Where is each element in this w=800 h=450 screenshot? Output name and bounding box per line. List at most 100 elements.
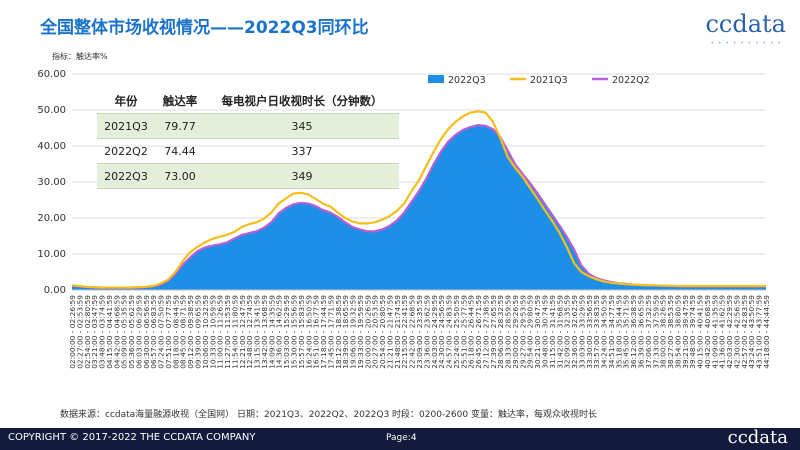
x-tick-label: 08:18:00 - 08:44:59 <box>171 295 180 369</box>
x-tick-label: 10:33:00 - 10:59:59 <box>208 295 217 369</box>
x-tick-label: 39:48:00 - 39:74:59 <box>688 295 697 369</box>
x-tick-label: 05:09:00 - 05:35:59 <box>120 295 129 369</box>
table-cell: 349 <box>205 163 399 189</box>
x-tick-label: 06:03:00 - 06:29:59 <box>134 295 143 369</box>
x-tick-label: 02:27:00 - 02:53:59 <box>75 295 84 369</box>
x-tick-label: 40:15:00 - 40:41:59 <box>696 295 705 369</box>
y-tick-label: 20.00 <box>37 213 66 224</box>
x-tick-label: 18:12:00 - 18:38:59 <box>334 295 343 369</box>
y-tick-label: 0.00 <box>44 285 66 296</box>
x-tick-label: 38:00:00 - 38:26:59 <box>659 295 668 369</box>
data-source-note: 数据来源：ccdata海量融源收视（全国网） 日期：2021Q3、2022Q2、… <box>60 410 597 420</box>
x-tick-label: 03:48:00 - 03:74:59 <box>98 295 107 369</box>
reach-rate-chart: 0.00 10.00 20.00 30.00 40.00 50.00 60.00 02:00:… <box>37 69 771 369</box>
x-tick-label: 42:57:00 - 42:83:59 <box>740 295 749 369</box>
x-tick-label: 33:30:00 - 33:56:59 <box>585 295 594 369</box>
y-tick-label: 10.00 <box>37 249 66 260</box>
x-tick-label: 12:48:00 - 12:74:59 <box>245 295 254 369</box>
x-tick-label: 19:33:00 - 19:59:59 <box>356 295 365 369</box>
x-tick-label: 20:54:00 - 20:80:59 <box>378 295 387 369</box>
x-tick-label: 31:42:00 - 31:68:59 <box>555 295 564 369</box>
footer-bar: COPYRIGHT © 2017-2022 THE CCDATA COMPANY… <box>0 427 800 450</box>
ccdata-logo: ccdata <box>705 10 786 38</box>
x-tick-label: 09:39:00 - 09:65:59 <box>194 295 203 369</box>
table-cell: 337 <box>205 138 399 164</box>
table-row: 2022Q3 73.00 349 <box>97 163 399 189</box>
x-tick-label: 25:24:00 - 25:50:59 <box>452 295 461 369</box>
x-tick-label: 20:00:00 - 20:26:59 <box>363 295 372 369</box>
legend-swatch <box>428 75 444 83</box>
x-tick-label: 29:00:00 - 29:26:59 <box>511 295 520 369</box>
x-tick-label: 12:21:00 - 12:47:59 <box>238 295 247 369</box>
x-tick-label: 03:21:00 - 03:47:59 <box>90 295 99 369</box>
y-tick-label: 60.00 <box>37 69 66 80</box>
x-tick-label: 02:00:00 - 02:26:59 <box>68 295 77 369</box>
x-tick-label: 22:42:00 - 22:68:59 <box>408 295 417 369</box>
x-tick-label: 27:39:00 - 27:65:59 <box>489 295 498 369</box>
x-tick-label: 19:06:00 - 19:32:59 <box>349 295 358 369</box>
x-tick-label: 31:15:00 - 31:41:59 <box>548 295 557 369</box>
x-tick-label: 33:03:00 - 33:29:59 <box>577 295 586 369</box>
x-tick-label: 04:42:00 - 04:68:59 <box>112 295 121 369</box>
x-tick-label: 35:18:00 - 35:44:59 <box>614 295 623 369</box>
x-tick-label: 17:18:00 - 17:44:59 <box>319 295 328 369</box>
x-tick-label: 15:03:00 - 15:29:59 <box>282 295 291 369</box>
x-tick-label: 27:12:00 - 27:38:59 <box>481 295 490 369</box>
table-cell: 2022Q3 <box>97 163 155 189</box>
x-tick-label: 30:48:00 - 30:74:59 <box>541 295 550 369</box>
x-tick-label: 37:06:00 - 37:32:59 <box>644 295 653 369</box>
legend-label: 2022Q2 <box>612 75 650 86</box>
x-tick-label: 02:54:00 - 02:80:59 <box>83 295 92 369</box>
legend-label: 2021Q3 <box>530 75 568 86</box>
x-tick-label: 15:30:00 - 15:56:59 <box>290 295 299 369</box>
copyright-text: COPYRIGHT © 2017-2022 THE CCDATA COMPANY <box>8 432 256 443</box>
x-tick-label: 11:00:00 - 11:26:59 <box>216 295 225 369</box>
logo-dots: • • • • • • • • • • <box>710 40 782 47</box>
table-header-cell: 每电视户日收视时长（分钟数） <box>205 89 399 114</box>
x-tick-label: 28:33:00 - 28:59:59 <box>504 295 513 369</box>
table-cell: 345 <box>205 113 399 139</box>
table-cell: 2022Q2 <box>97 138 155 164</box>
x-tick-label: 24:57:00 - 24:83:59 <box>445 295 454 369</box>
table-row: 2021Q3 79.77 345 <box>97 113 399 139</box>
x-tick-label: 41:36:00 - 41:62:59 <box>718 295 727 369</box>
x-tick-label: 33:57:00 - 33:83:59 <box>592 295 601 369</box>
x-tick-label: 21:48:00 - 21:74:59 <box>393 295 402 369</box>
table-row: 2022Q2 74.44 337 <box>97 138 399 164</box>
x-tick-label: 41:09:00 - 41:35:59 <box>710 295 719 369</box>
x-tick-label: 40:42:00 - 40:68:59 <box>703 295 712 369</box>
x-tick-label: 16:24:00 - 16:50:59 <box>304 295 313 369</box>
x-tick-label: 29:27:00 - 29:53:59 <box>518 295 527 369</box>
x-tick-label: 11:54:00 - 11:80:59 <box>230 295 239 369</box>
footer-logo: ccdata <box>727 427 788 448</box>
x-tick-label: 23:09:00 - 23:35:59 <box>415 295 424 369</box>
y-tick-label: 40.00 <box>37 141 66 152</box>
x-tick-label: 34:24:00 - 34:50:59 <box>600 295 609 369</box>
x-tick-label: 09:12:00 - 09:38:59 <box>186 295 195 369</box>
series-area-2022Q3 <box>72 125 766 290</box>
x-tick-label: 18:39:00 - 18:65:59 <box>341 295 350 369</box>
legend-label: 2022Q3 <box>448 75 486 86</box>
table-header-cell: 触达率 <box>155 89 205 114</box>
x-tick-label: 17:45:00 - 17:71:59 <box>326 295 335 369</box>
x-tick-label: 37:33:00 - 37:59:59 <box>651 295 660 369</box>
x-tick-label: 32:09:00 - 32:35:59 <box>563 295 572 369</box>
x-tick-label: 32:36:00 - 32:62:59 <box>570 295 579 369</box>
x-tick-label: 16:51:00 - 16:77:59 <box>312 295 321 369</box>
x-tick-label: 24:30:00 - 24:56:59 <box>437 295 446 369</box>
x-tick-label: 15:57:00 - 15:83:59 <box>297 295 306 369</box>
x-tick-label: 22:15:00 - 22:41:59 <box>400 295 409 369</box>
table-cell: 79.77 <box>155 113 205 139</box>
x-tick-label: 42:03:00 - 42:29:59 <box>725 295 734 369</box>
table-cell: 74.44 <box>155 138 205 164</box>
x-tick-label: 10:06:00 - 10:32:59 <box>201 295 210 369</box>
x-tick-label: 13:42:00 - 13:68:59 <box>260 295 269 369</box>
y-tick-label: 50.00 <box>37 105 66 116</box>
x-tick-label: 14:09:00 - 14:35:59 <box>267 295 276 369</box>
table-header-cell: 年份 <box>97 89 155 114</box>
x-tick-label: 38:27:00 - 38:53:59 <box>666 295 675 369</box>
x-tick-label: 30:21:00 - 30:47:59 <box>533 295 542 369</box>
page-title: 全国整体市场收视情况——2022Q3同环比 <box>40 18 369 38</box>
indicator-label: 指标：触达率% <box>52 52 108 61</box>
table-cell: 2021Q3 <box>97 113 155 139</box>
